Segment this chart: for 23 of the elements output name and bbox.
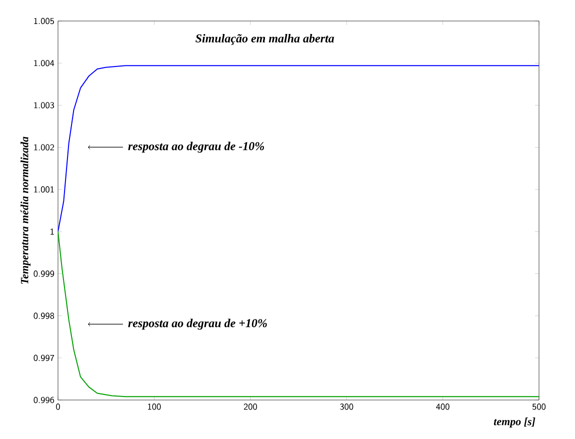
y-tick-label: 1 <box>50 228 54 235</box>
annotation: resposta ao degrau de -10% <box>128 142 264 153</box>
text: Simulação em malha aberta <box>196 34 334 45</box>
y-tick-label: 0.998 <box>34 312 54 319</box>
y-tick-label: 1.001 <box>34 186 54 193</box>
y-tick-label: 1.005 <box>34 18 54 24</box>
x-tick-label: 300 <box>340 404 354 410</box>
y-tick-label: 1.003 <box>34 102 54 108</box>
y-tick-label: 0.996 <box>34 396 54 404</box>
x-tick-label: 500 <box>532 404 546 410</box>
line-series <box>58 231 540 398</box>
x-axis-title: tempo [s] <box>494 418 536 428</box>
line-series <box>58 65 540 232</box>
annotation: resposta ao degrau de +10% <box>128 318 267 330</box>
x-tick-label: 200 <box>244 404 257 410</box>
y-tick-label: 1.002 <box>34 144 54 150</box>
x-tick-label: 100 <box>148 404 161 410</box>
y-axis-title: Temperatura média normalizada <box>20 136 31 284</box>
x-tick-label: 400 <box>436 404 450 410</box>
y-tick-label: 0.999 <box>34 270 54 277</box>
y-tick-label: 1.004 <box>34 60 54 66</box>
y-tick-label: 0.997 <box>34 354 54 362</box>
x-tick-label: 0 <box>56 404 60 410</box>
